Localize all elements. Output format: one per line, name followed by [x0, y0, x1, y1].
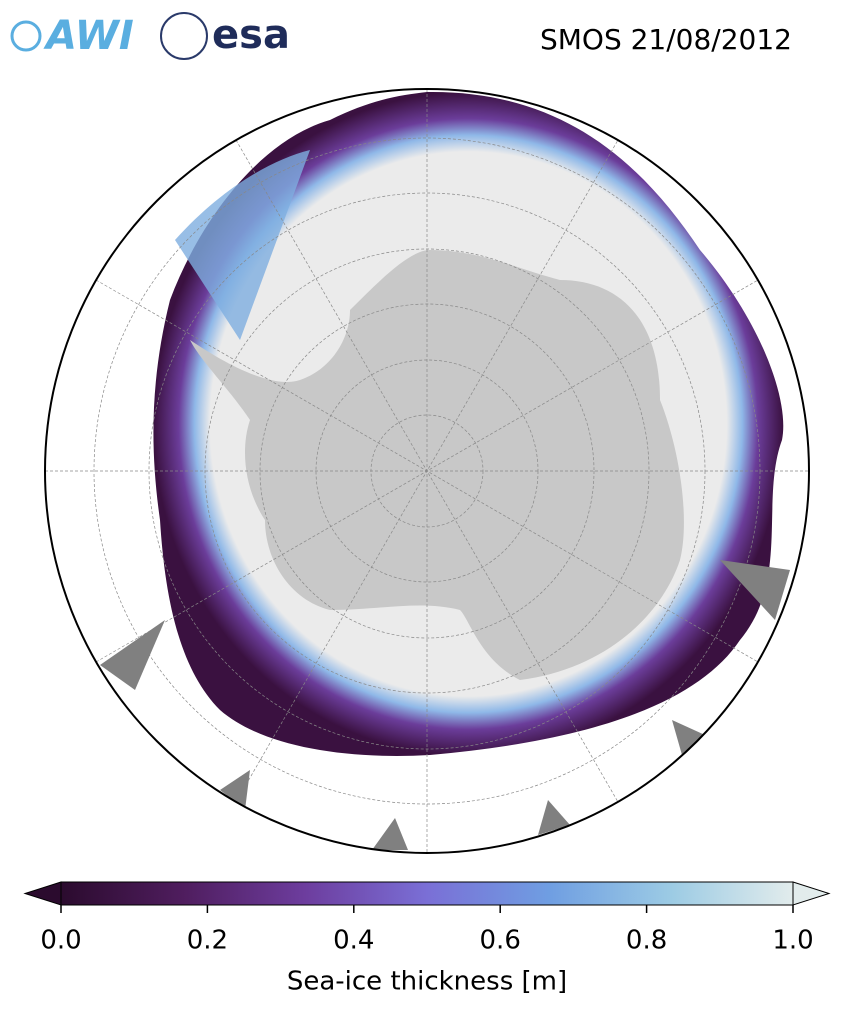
awi-logo: AWI — [43, 13, 134, 59]
land-outside — [100, 560, 790, 850]
thin-ice — [175, 150, 310, 340]
colorbar-ramp — [60, 881, 794, 906]
map — [45, 89, 809, 853]
tick-label: 0.6 — [480, 926, 521, 956]
map-border — [44, 88, 810, 854]
header: AWI esa SMOS 21/08/2012 — [10, 12, 792, 60]
awi-globe — [10, 20, 42, 52]
tick-label: 0.0 — [40, 926, 81, 956]
esa-logo: esa — [212, 12, 290, 58]
colorbar-label: Sea-ice thickness [m] — [287, 967, 567, 997]
colorbar-extend-high — [792, 881, 831, 906]
tick-label: 0.2 — [187, 926, 228, 956]
title: SMOS 21/08/2012 — [540, 23, 792, 56]
graticule — [45, 89, 809, 853]
tick-label: 1.0 — [772, 926, 813, 956]
antarctica — [190, 250, 684, 680]
tick-label: 0.8 — [626, 926, 667, 956]
esa-emblem — [160, 12, 208, 60]
colorbar-extend-low — [23, 881, 62, 906]
colorbar: Sea-ice thickness [m] 0.0 0.2 0.4 0.6 0.8 1.0 — [23, 881, 831, 997]
tick-label: 0.4 — [333, 926, 374, 956]
